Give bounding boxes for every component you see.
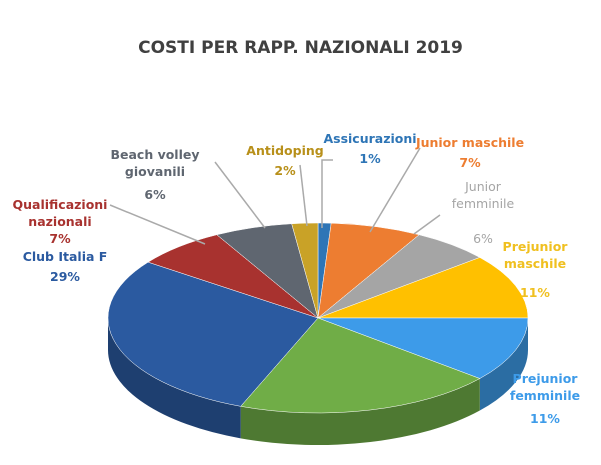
value-label: 6% — [473, 231, 493, 246]
category-label: Club Italia F — [22, 249, 108, 264]
leader-line — [321, 159, 333, 228]
leader-line — [109, 204, 206, 245]
value-label: 11% — [530, 411, 560, 426]
category-label: Beach volley giovanili — [110, 147, 200, 179]
category-label: Antidoping — [246, 143, 324, 158]
value-label: 7% — [459, 155, 481, 170]
leader-line — [214, 161, 266, 229]
value-label: 6% — [144, 187, 166, 202]
category-label: Prejunior maschile — [502, 239, 568, 271]
leader-line — [299, 164, 308, 227]
category-label: Assicurazioni — [323, 131, 417, 146]
value-label: 2% — [274, 163, 296, 178]
category-label: Qualificazioni nazionali — [12, 197, 108, 229]
leader-line — [369, 147, 421, 233]
slice-side — [240, 378, 480, 445]
slice-side — [479, 318, 528, 411]
value-label: 1% — [359, 151, 381, 166]
slice — [107, 261, 319, 407]
value-label: 7% — [49, 231, 71, 246]
slice — [291, 222, 319, 319]
slice-side — [108, 318, 241, 439]
value-label: 29% — [50, 269, 80, 284]
category-label: Prejunior femminile — [509, 371, 581, 403]
slice — [317, 257, 529, 319]
slice — [240, 317, 481, 414]
category-label: Junior femminile — [451, 179, 515, 211]
value-label: 11% — [520, 285, 550, 300]
category-label: Junior maschile — [415, 135, 525, 150]
leader-line — [413, 214, 441, 235]
slice — [317, 317, 529, 379]
chart-title: COSTI PER RAPP. NAZIONALI 2019 — [138, 38, 463, 58]
